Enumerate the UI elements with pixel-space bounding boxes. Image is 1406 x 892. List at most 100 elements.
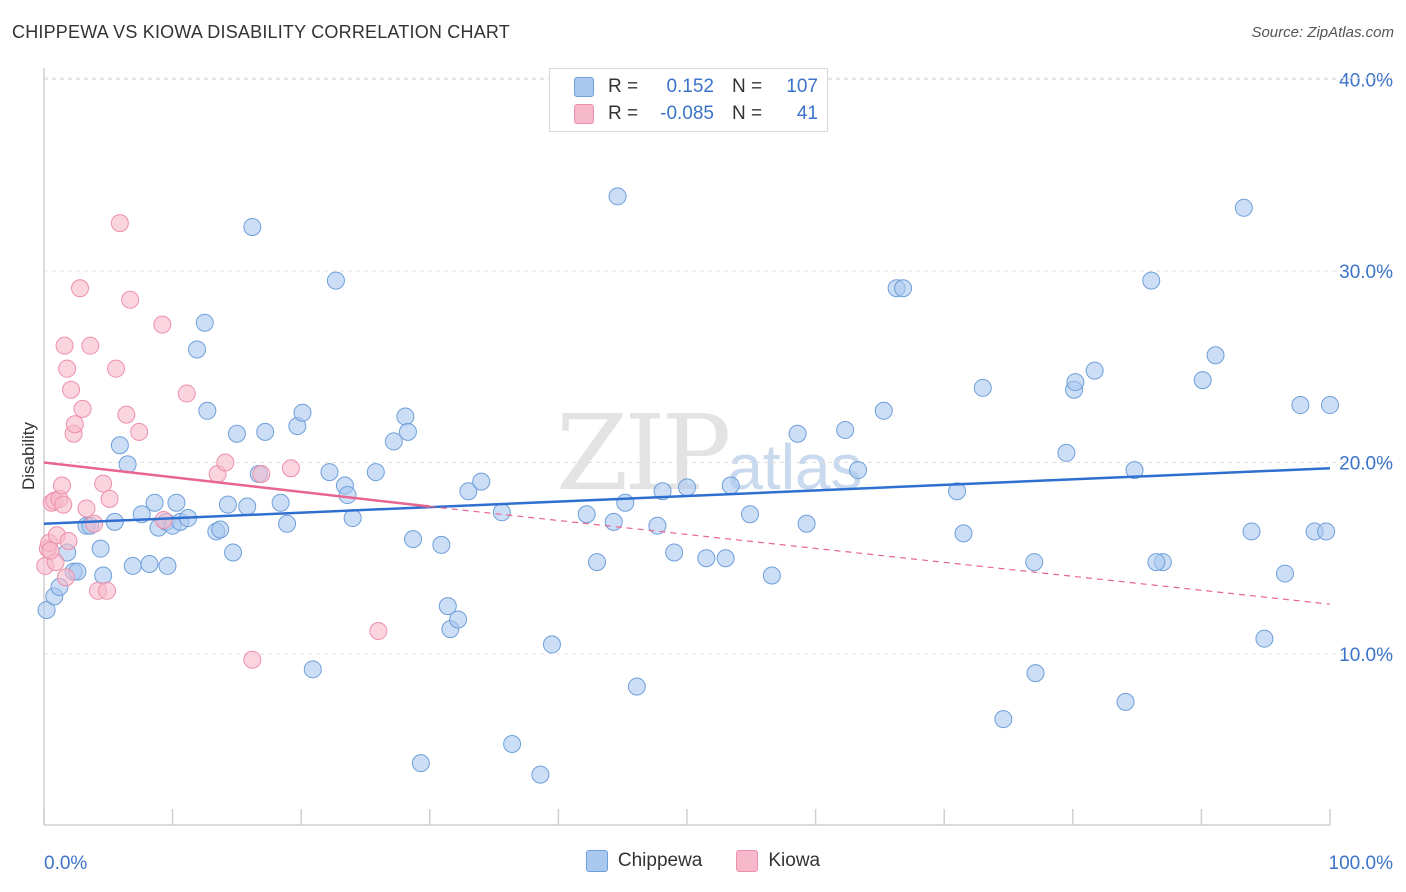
chippewa-point	[256, 422, 275, 441]
y-tick-label: 10.0%	[1339, 645, 1393, 666]
chippewa-point	[188, 340, 207, 359]
chippewa-point	[542, 635, 561, 654]
chippewa-point	[1317, 522, 1336, 541]
chippewa-point	[1125, 461, 1144, 480]
watermark: ZIPatlas	[556, 392, 863, 514]
legend-row-kiowa: R = -0.085 N = 41	[574, 101, 818, 127]
chippewa-point	[604, 512, 623, 531]
kiowa-point	[55, 336, 74, 355]
chippewa-point	[91, 539, 110, 558]
chippewa-point	[587, 553, 606, 572]
kiowa-point	[56, 568, 75, 587]
chippewa-point	[238, 497, 257, 516]
chippewa-point	[243, 217, 262, 236]
chippewa-point	[195, 313, 214, 332]
kiowa-point	[53, 476, 72, 495]
chippewa-point	[293, 403, 312, 422]
chippewa-point	[503, 735, 522, 754]
chippewa-point	[110, 436, 129, 455]
chippewa-point	[1321, 396, 1339, 415]
chippewa-point	[1085, 361, 1104, 380]
kiowa-point	[121, 290, 140, 309]
chippewa-point	[531, 765, 550, 784]
kiowa-point	[81, 336, 100, 355]
legend-r-value: 0.152	[666, 76, 714, 97]
chippewa-point	[616, 493, 635, 512]
y-tick-label: 30.0%	[1339, 262, 1393, 283]
chippewa-point	[1057, 443, 1076, 462]
chippewa-point	[123, 556, 142, 575]
chippewa-point	[994, 710, 1013, 729]
chippewa-legend-label: Chippewa	[617, 850, 703, 871]
kiowa-point	[243, 650, 262, 669]
kiowa-point	[65, 415, 84, 434]
kiowa-point	[216, 453, 235, 472]
legend-item-kiowa[interactable]: Kiowa	[736, 850, 820, 872]
chippewa-point	[459, 482, 478, 501]
chippewa-point	[1116, 692, 1135, 711]
chippewa-point	[678, 478, 696, 497]
watermark-main: ZIP	[556, 392, 731, 514]
legend-n-value: 41	[796, 103, 818, 124]
chippewa-point	[1255, 629, 1274, 648]
chippewa-point	[140, 554, 159, 573]
chippewa-point	[1025, 553, 1044, 572]
kiowa-point	[94, 474, 113, 493]
kiowa-trendline	[43, 461, 430, 508]
series-legend: Chippewa Kiowa	[0, 850, 1406, 872]
legend-row-chippewa: R = 0.152 N = 107	[574, 74, 818, 100]
kiowa-point	[252, 464, 271, 483]
chippewa-point	[303, 660, 322, 679]
chippewa-point	[158, 556, 177, 575]
legend-r-value: -0.085	[660, 103, 714, 124]
chippewa-point	[198, 401, 217, 420]
chippewa-point	[1142, 271, 1161, 290]
chippewa-point	[411, 754, 430, 773]
chippewa-point	[948, 482, 967, 501]
chippewa-point	[396, 407, 415, 426]
kiowa-point	[54, 495, 73, 514]
chippewa-point	[404, 530, 423, 549]
chippewa-point	[1066, 373, 1085, 392]
kiowa-point	[100, 489, 119, 508]
chippewa-point	[648, 516, 667, 535]
chippewa-point	[326, 271, 345, 290]
chippewa-point	[145, 493, 164, 512]
chippewa-point	[797, 514, 816, 533]
chippewa-point	[697, 549, 716, 568]
chippewa-point	[384, 432, 403, 451]
chippewa-point	[218, 495, 237, 514]
x-tick-label: 0.0%	[44, 853, 87, 874]
legend-item-chippewa[interactable]: Chippewa	[585, 850, 703, 872]
chippewa-point	[338, 486, 357, 505]
kiowa-legend-swatch	[736, 850, 759, 872]
chippewa-point	[1206, 346, 1225, 365]
kiowa-point	[117, 405, 136, 424]
chippewa-point	[398, 422, 417, 441]
y-axis-title: Disability	[19, 421, 38, 490]
chippewa-legend-swatch	[585, 850, 608, 872]
chippewa-point	[492, 503, 511, 522]
chippewa-point	[343, 509, 362, 528]
kiowa-point	[110, 214, 129, 233]
chippewa-trendline	[43, 466, 1331, 526]
chippewa-point	[849, 461, 868, 480]
y-tick-label: 20.0%	[1339, 454, 1393, 475]
legend-r-label: R =	[608, 76, 639, 97]
chippewa-point	[278, 514, 297, 533]
chippewa-point	[449, 610, 468, 629]
chippewa-point	[1147, 553, 1166, 572]
stats-legend: R = 0.152 N = 107 R = -0.085 N = 41	[549, 68, 828, 132]
chippewa-point	[894, 279, 913, 298]
kiowa-point	[59, 532, 78, 551]
chippewa-point	[954, 524, 973, 543]
kiowa-swatch	[574, 104, 594, 124]
chippewa-point	[472, 472, 491, 491]
chippewa-point	[438, 597, 457, 616]
kiowa-point	[71, 279, 90, 298]
chippewa-point	[874, 401, 893, 420]
chippewa-point	[762, 566, 781, 585]
chippewa-point	[973, 378, 992, 397]
chippewa-point	[577, 505, 596, 524]
